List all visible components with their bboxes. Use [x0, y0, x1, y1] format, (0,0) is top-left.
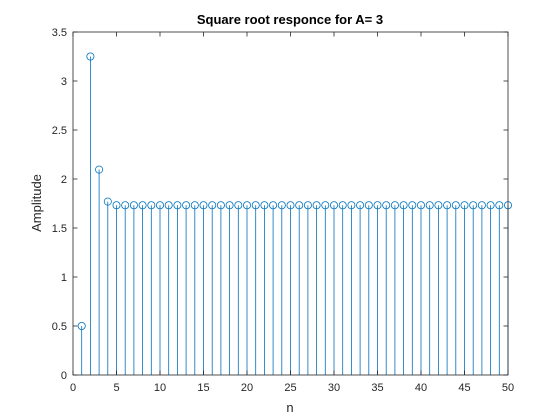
y-tick-label: 1 [61, 272, 67, 284]
stem-marker [356, 201, 365, 210]
x-tick-label: 10 [154, 382, 166, 394]
stem-marker [373, 201, 382, 210]
stem-marker [182, 201, 191, 210]
stem-marker [112, 201, 121, 210]
stem-marker [277, 201, 286, 210]
x-tick-label: 45 [458, 382, 470, 394]
y-tick-label: 0.5 [52, 321, 67, 333]
stem-marker [269, 201, 278, 210]
x-axis-label: n [286, 400, 293, 415]
x-axis-ticks: 0 5 10 15 20 25 30 35 40 45 50 [70, 32, 514, 394]
stem-marker [347, 201, 356, 210]
stem-marker [390, 201, 399, 210]
stem-marker [138, 201, 147, 210]
stem-marker [86, 52, 95, 61]
stem-marker [451, 201, 460, 210]
stem-marker [460, 201, 469, 210]
x-tick-label: 50 [502, 382, 514, 394]
y-tick-label: 0 [61, 370, 67, 382]
x-tick-label: 30 [328, 382, 340, 394]
stem-marker [408, 201, 417, 210]
stem-marker [416, 201, 425, 210]
stem-marker [242, 201, 251, 210]
y-axis-label: Amplitude [29, 174, 44, 232]
stem-marker [495, 201, 504, 210]
stem-marker [486, 201, 495, 210]
stem-marker [425, 201, 434, 210]
stem-marker [364, 201, 373, 210]
stem-marker [312, 201, 321, 210]
y-tick-label: 2 [61, 174, 67, 186]
stem-marker [95, 165, 104, 174]
stem-marker [260, 201, 269, 210]
stem-marker [164, 201, 173, 210]
y-tick-label: 2.5 [52, 125, 67, 137]
axes-box [72, 31, 509, 376]
stem-marker [199, 201, 208, 210]
x-tick-label: 15 [197, 382, 209, 394]
stem-marker [129, 201, 138, 210]
x-tick-label: 5 [113, 382, 119, 394]
stem-marker [190, 201, 199, 210]
x-tick-label: 25 [284, 382, 296, 394]
stem-marker [295, 201, 304, 210]
stem-marker [147, 201, 156, 210]
y-tick-label: 3.5 [52, 27, 67, 39]
stem-marker [338, 201, 347, 210]
stem-marker [155, 201, 164, 210]
stem-marker [216, 201, 225, 210]
stem-marker [382, 201, 391, 210]
stem-marker [121, 201, 130, 210]
stem-marker [103, 197, 112, 206]
y-tick-label: 3 [61, 76, 67, 88]
y-tick-label: 1.5 [52, 223, 67, 235]
chart-title: Square root responce for A= 3 [197, 12, 383, 27]
stem-marker [303, 201, 312, 210]
stem-marker [477, 201, 486, 210]
x-tick-label: 35 [371, 382, 383, 394]
stem-marker [399, 201, 408, 210]
stem-marker [443, 201, 452, 210]
stem-marker [77, 321, 86, 330]
stem-marker [225, 201, 234, 210]
x-tick-label: 20 [241, 382, 253, 394]
stem-marker [286, 201, 295, 210]
x-tick-label: 0 [70, 382, 76, 394]
x-tick-label: 40 [415, 382, 427, 394]
stem-marker [234, 201, 243, 210]
stem-marker [434, 201, 443, 210]
stem-marker [208, 201, 217, 210]
stem-marker [469, 201, 478, 210]
stem-marker [251, 201, 260, 210]
stem-marker [329, 201, 338, 210]
stem-marker [173, 201, 182, 210]
stem-marker [321, 201, 330, 210]
